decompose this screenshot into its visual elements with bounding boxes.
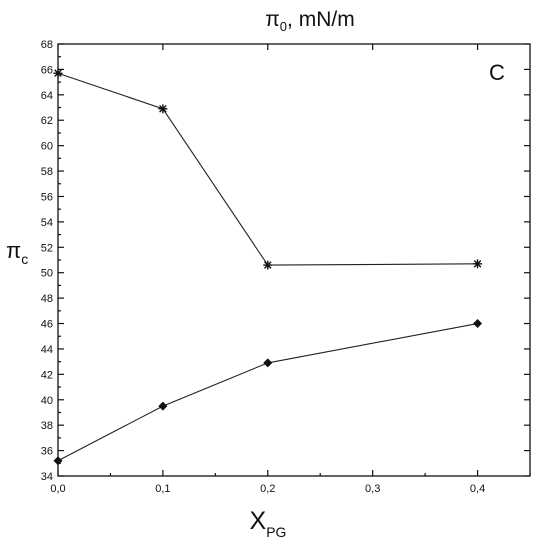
y-tick-label: 56 <box>41 191 53 203</box>
series-line-star <box>57 72 478 266</box>
data-point-diamond <box>158 401 168 411</box>
x-tick-label: 0,4 <box>470 483 485 495</box>
x-axis-ticks: 0,0 0,1 0,2 0,3 0,4 <box>50 44 531 495</box>
data-point-star <box>158 104 168 114</box>
title-rest: , mN/m <box>287 8 355 31</box>
y-tick-label: 58 <box>41 166 53 178</box>
y-tick-label: 36 <box>41 446 53 458</box>
y-tick-label: 34 <box>41 471 53 483</box>
data-point-diamond <box>263 358 273 368</box>
series-layer <box>53 68 483 466</box>
ylabel-sub: c <box>21 251 28 267</box>
y-tick-label: 44 <box>41 344 53 356</box>
data-point-star <box>473 259 483 269</box>
xlabel-main: X <box>250 507 267 535</box>
data-point-diamond <box>473 319 483 329</box>
y-tick-label: 64 <box>41 90 53 102</box>
y-tick-label: 46 <box>41 319 53 331</box>
y-tick-label: 50 <box>41 268 53 280</box>
y-tick-label: 60 <box>41 141 53 153</box>
xlabel-sub: PG <box>266 524 286 540</box>
y-tick-label: 42 <box>41 369 53 381</box>
plot-frame <box>57 43 531 477</box>
y-tick-label: 66 <box>41 64 53 76</box>
y-tick-label: 38 <box>41 420 53 432</box>
y-axis-label: πc <box>6 238 28 267</box>
x-tick-label: 0,3 <box>365 483 380 495</box>
title-main: π <box>265 8 280 31</box>
series-line-diamond <box>57 322 478 462</box>
y-axis-ticks: 34 36 38 40 42 44 46 48 50 52 54 56 58 60 62 64 66 68 <box>41 39 530 483</box>
x-axis-label: XPG <box>250 507 287 540</box>
data-point-star <box>263 260 273 270</box>
y-tick-label: 54 <box>41 217 53 229</box>
ylabel-main: π <box>6 238 21 263</box>
y-tick-label: 40 <box>41 395 53 407</box>
x-tick-label: 0,0 <box>50 483 65 495</box>
x-tick-label: 0,2 <box>260 483 275 495</box>
title-sub: 0 <box>280 19 287 34</box>
panel-label: C <box>489 60 505 85</box>
y-tick-label: 48 <box>41 293 53 305</box>
data-point-star <box>53 68 63 78</box>
y-tick-label: 68 <box>41 39 53 51</box>
chart-title: π0, mN/m <box>265 8 354 34</box>
y-tick-label: 52 <box>41 242 53 254</box>
y-tick-label: 62 <box>41 115 53 127</box>
x-tick-label: 0,1 <box>155 483 170 495</box>
data-point-diamond <box>53 456 63 466</box>
